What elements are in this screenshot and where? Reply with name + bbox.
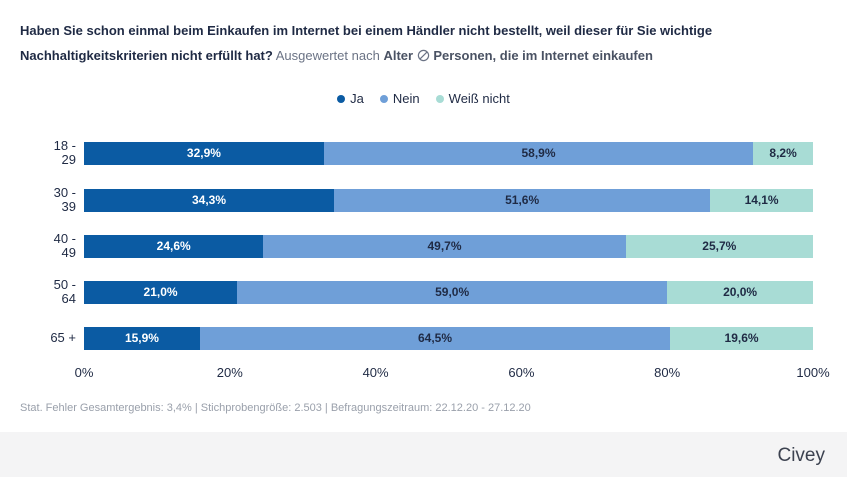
legend-label: Weiß nicht (448, 91, 510, 106)
data-label: 15,9% (124, 330, 159, 345)
x-tick-label: 40% (362, 365, 389, 380)
y-tick-label: 65 + (50, 330, 76, 345)
data-label: 64,5% (417, 330, 453, 345)
data-label: 34,3% (192, 192, 227, 207)
y-tick-label: 30 - 39 (53, 185, 76, 214)
legend-marker (337, 94, 346, 103)
header: Haben Sie schon einmal beim Einkaufen im… (20, 18, 820, 68)
footnote: Stat. Fehler Gesamtergebnis: 3,4% | Stic… (20, 402, 531, 414)
chart-title: Haben Sie schon einmal beim Einkaufen im… (20, 23, 713, 63)
x-tick-label: 20% (216, 365, 243, 380)
y-tick-label: 50 - 64 (53, 277, 76, 306)
legend-label: Ja (350, 91, 364, 106)
bar-segment (84, 326, 200, 350)
data-label: 8,2% (769, 145, 797, 160)
bar-segment (323, 141, 754, 165)
filter: Alter (383, 48, 414, 63)
legend-item: Weiß nicht (435, 91, 510, 106)
bar-segment (753, 141, 813, 165)
bar-segment (84, 280, 238, 304)
data-label: 51,6% (505, 192, 540, 207)
x-tick-label: 80% (654, 365, 681, 380)
brand: Civey (777, 445, 825, 466)
legend-item: Nein (379, 91, 420, 106)
y-tick-label: 40 - 49 (53, 231, 76, 260)
data-label: 32,9% (186, 145, 221, 160)
data-label: 21,0% (143, 284, 178, 299)
data-label: 59,0% (435, 284, 470, 299)
bar-segment (199, 326, 671, 350)
x-tick-label: 100% (796, 365, 830, 380)
bar-segment (670, 326, 813, 350)
bar-segment (84, 234, 264, 258)
data-label: 58,9% (521, 145, 556, 160)
data-label: 24,6% (156, 238, 191, 253)
bar-segment (263, 234, 626, 258)
data-label: 20,0% (723, 284, 758, 299)
data-label: 19,6% (724, 330, 759, 345)
bar-segment (667, 280, 813, 304)
y-tick-label: 18 - 29 (53, 138, 76, 167)
x-tick-label: 0% (74, 365, 94, 380)
legend: Ja Nein Weiß nicht (0, 91, 847, 106)
data-label: 49,7% (427, 238, 462, 253)
bar-segment (84, 188, 335, 212)
bar-segment (237, 280, 668, 304)
bar-segment (710, 188, 813, 212)
bar-segment (84, 141, 324, 165)
footer-band (0, 432, 847, 477)
bar-segment (334, 188, 711, 212)
population-icon (417, 49, 429, 62)
legend-marker (435, 94, 444, 103)
population: Personen, die im Internet einkaufen (433, 48, 653, 63)
filter-prefix: Ausgewertet nach (275, 48, 380, 63)
legend-item: Ja (337, 91, 364, 106)
x-tick-label: 60% (508, 365, 535, 380)
data-label: 25,7% (702, 238, 737, 253)
legend-marker (379, 94, 388, 103)
data-label: 14,1% (744, 192, 779, 207)
legend-label: Nein (392, 91, 420, 106)
bar-segment (625, 234, 813, 258)
